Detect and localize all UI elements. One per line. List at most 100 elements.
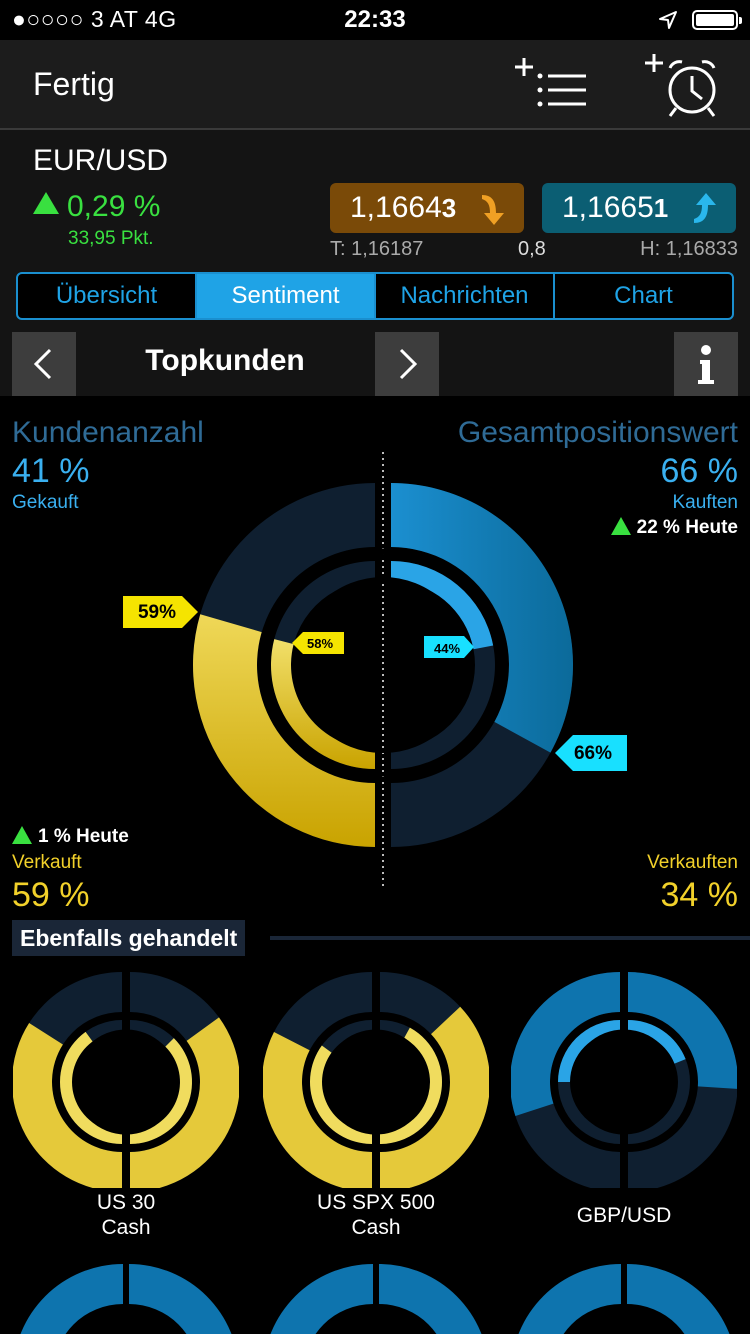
separator-ring (266, 548, 500, 782)
section-divider (270, 936, 750, 940)
mini-label-line1: GBP/USD (576, 1204, 672, 1227)
client-count-sold-pct: 59 % (12, 876, 90, 914)
left-outer-segment (263, 1032, 372, 1188)
mini-donut-usspx500[interactable] (263, 972, 489, 1188)
center-ring (295, 577, 471, 753)
partial-right-segment (627, 1264, 730, 1334)
left-outer-segment (511, 972, 620, 1116)
mini-donut-rings (511, 972, 737, 1188)
left-inner-segment (558, 1020, 620, 1082)
mini-label-line2: Cash (101, 1216, 151, 1239)
next-button[interactable] (375, 332, 439, 396)
sentiment-donut-chart: 59% 58% 44% 66% (123, 452, 627, 886)
info-button[interactable] (674, 332, 738, 396)
clock: 22:33 (344, 6, 406, 33)
position-value-today: 22 % Heute (610, 517, 738, 539)
mini-label-usspx500[interactable]: US SPX 500 Cash (261, 1190, 491, 1240)
partial-right-segment (379, 1264, 482, 1334)
up-triangle-icon (610, 517, 631, 535)
callout-outer-left: 59% (123, 596, 198, 628)
add-list-icon[interactable] (510, 50, 590, 120)
split-line (621, 972, 627, 1188)
callout-outer-right-text: 66% (574, 743, 612, 764)
tab-overview[interactable]: Übersicht (18, 274, 197, 318)
mini-donut-rings (13, 972, 239, 1188)
split-line (123, 972, 129, 1188)
client-count-today: 1 % Heute (12, 826, 129, 848)
client-count-today-text: 1 % Heute (38, 826, 129, 847)
client-count-bought-label: Gekauft (12, 492, 79, 513)
info-icon (698, 345, 714, 384)
mini-donut-gbpusd[interactable] (511, 972, 737, 1188)
mini-label-us30[interactable]: US 30 Cash (11, 1190, 241, 1240)
mini-donut-us30[interactable] (13, 972, 239, 1188)
split-line (621, 1264, 627, 1334)
right-outer-segment (130, 1017, 239, 1188)
spread-value: 0,8 (518, 238, 546, 260)
chevron-right-icon (399, 348, 418, 380)
nav-bar: Fertig (0, 40, 750, 130)
partial-left-segment (518, 1264, 621, 1334)
position-value-sold-pct: 34 % (660, 876, 739, 914)
callout-inner-right: 44% (424, 636, 474, 658)
buy-price-main: 1,1665 (562, 191, 654, 224)
mini-label-line1: US SPX 500 (317, 1191, 435, 1214)
position-value-title: Gesamtpositionswert (457, 416, 738, 449)
position-value-today-text: 22 % Heute (636, 517, 738, 538)
split-line (123, 1264, 129, 1334)
tab-sentiment[interactable]: Sentiment (197, 274, 376, 318)
mini-donut-rings (263, 972, 489, 1188)
partial-left-segment (20, 1264, 123, 1334)
outer-left-sold-segment (193, 614, 375, 847)
right-outer-segment (628, 972, 737, 1089)
change-points: 33,95 Pkt. (68, 228, 154, 249)
inner-left-sold-segment (271, 639, 375, 769)
left-inner-segment (310, 1045, 372, 1144)
high-value: H: 1,16833 (640, 238, 738, 260)
sell-price-main: 1,1664 (350, 191, 442, 224)
also-traded-title: Ebenfalls gehandelt (12, 920, 246, 956)
tab-news[interactable]: Nachrichten (376, 274, 555, 318)
selector-title: Topkunden (145, 344, 305, 377)
chevron-left-icon (33, 348, 52, 380)
also-traded-header: Ebenfalls gehandelt (0, 920, 750, 958)
change-percent-value: 0,29 % (67, 190, 161, 223)
instrument-name: EUR/USD (33, 144, 169, 177)
tab-chart[interactable]: Chart (614, 282, 673, 309)
client-count-sold-label: Verkauft (12, 852, 82, 873)
callout-outer-right: 66% (555, 735, 627, 771)
up-triangle-icon (12, 826, 32, 844)
right-inner-segment (628, 1020, 686, 1064)
inner-right-bought-segment (391, 561, 494, 650)
client-count-title: Kundenanzahl (12, 416, 204, 449)
split-line (373, 1264, 379, 1334)
outer-right-bought-segment (391, 483, 573, 753)
partial-right-segment (129, 1264, 232, 1334)
callout-outer-left-text: 59% (138, 602, 176, 623)
callout-inner-right-text: 44% (434, 641, 460, 656)
down-arrow-icon (482, 195, 504, 225)
mini-label-gbpusd[interactable]: GBP/USD (509, 1203, 739, 1228)
previous-button[interactable] (12, 332, 76, 396)
callout-inner-left: 58% (292, 632, 344, 654)
done-button[interactable]: Fertig (33, 66, 115, 102)
up-arrow-icon (33, 192, 59, 214)
right-inner-segment (380, 1027, 442, 1144)
status-bar: ●○○○○ 3 AT 4G 22:33 (0, 0, 750, 40)
battery-icon (692, 10, 742, 30)
client-count-bought-pct: 41 % (12, 452, 90, 490)
callout-inner-left-text: 58% (307, 636, 333, 651)
buy-button[interactable]: 1,16651 (542, 183, 736, 233)
right-inner-segment (130, 1038, 193, 1144)
right-outer-segment (380, 1006, 489, 1188)
add-alarm-icon[interactable] (640, 50, 726, 126)
position-value-sold-label: Verkauften (647, 852, 738, 873)
low-value: T: 1,16187 (330, 238, 424, 260)
sell-button[interactable]: 1,16643 (330, 183, 524, 233)
sell-price-last-digit: 3 (441, 193, 457, 223)
mini-label-line1: US 30 (96, 1191, 156, 1214)
partial-left-segment (270, 1264, 373, 1334)
carrier-signal: ●○○○○ 3 AT 4G (12, 6, 177, 32)
left-outer-segment (13, 1023, 122, 1188)
tab-bar: Übersicht Sentiment Nachrichten Chart (16, 272, 734, 320)
